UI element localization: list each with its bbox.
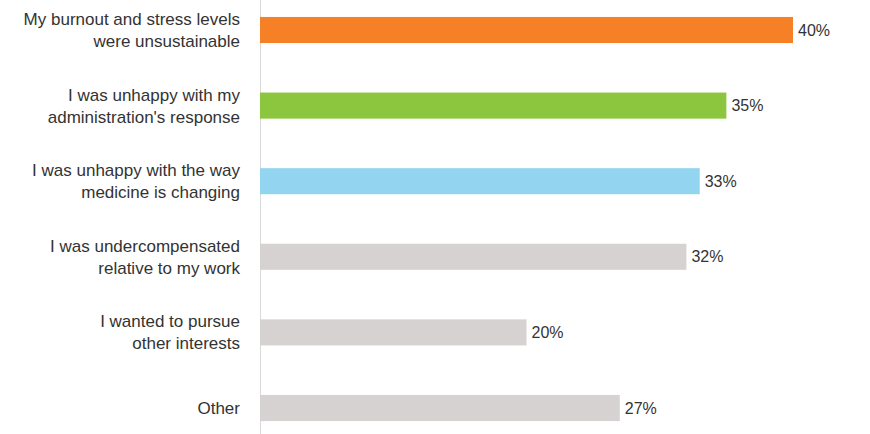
bar xyxy=(260,395,620,421)
bar xyxy=(260,319,527,345)
bars xyxy=(260,17,793,421)
data-label: 27% xyxy=(625,400,657,417)
bar xyxy=(260,17,793,43)
tick-label: I was undercompensatedrelative to my wor… xyxy=(50,236,240,277)
data-labels: 40% 35% 33% 32% 20% 27% xyxy=(532,22,831,417)
tick: I was unhappy with the waymedicine is ch… xyxy=(32,161,240,202)
tick-label: I wanted to pursueother interests xyxy=(100,312,240,353)
tick: My burnout and stress levelswere unsusta… xyxy=(24,10,240,51)
chart: My burnout and stress levelswere unsusta… xyxy=(0,0,870,434)
tick-label: Other xyxy=(197,399,240,418)
bar xyxy=(260,168,700,194)
axis-line xyxy=(260,0,261,434)
data-label: 20% xyxy=(532,324,564,341)
tick: I wanted to pursueother interests xyxy=(100,312,240,353)
data-label: 40% xyxy=(798,22,830,39)
tick: Other xyxy=(197,399,240,418)
tick-label: I was unhappy with the waymedicine is ch… xyxy=(32,161,240,202)
data-label: 33% xyxy=(705,173,737,190)
bar xyxy=(260,244,686,270)
tick-label: I was unhappy with myadministration's re… xyxy=(48,85,241,126)
tick-label: My burnout and stress levelswere unsusta… xyxy=(24,10,240,51)
data-label: 32% xyxy=(691,248,723,265)
data-label: 35% xyxy=(731,97,763,114)
bar xyxy=(260,93,726,119)
tick: I was undercompensatedrelative to my wor… xyxy=(50,236,240,277)
tick: I was unhappy with myadministration's re… xyxy=(48,85,241,126)
category-axis: My burnout and stress levelswere unsusta… xyxy=(24,0,261,434)
